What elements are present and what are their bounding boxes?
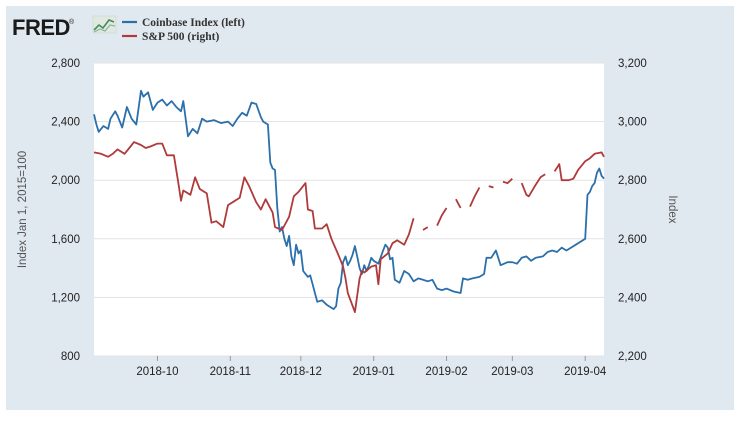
x-axis-ticks: 2018-10 2018-11 2018-12 2019-01 2019-02 2019-… [136, 356, 607, 378]
left-tick-label: 800 [61, 351, 80, 363]
fred-logo: FRED ® [12, 15, 117, 40]
legend-label: Coinbase Index (left) [142, 17, 245, 29]
series-line-sp500 [520, 173, 546, 198]
series-layer [93, 89, 605, 314]
series-line-sp500 [455, 198, 462, 209]
series-line-sp500 [553, 151, 605, 182]
plot-area [94, 63, 604, 356]
series-line-sp500 [422, 226, 429, 231]
right-tick-label: 2,200 [618, 351, 647, 363]
left-tick-label: 1,200 [51, 292, 80, 304]
legend: Coinbase Index (left) S&P 500 (right) [122, 17, 245, 43]
series-line-sp500 [469, 187, 481, 207]
left-tick-label: 1,600 [51, 234, 80, 246]
legend-label: S&P 500 (right) [142, 31, 219, 43]
x-tick-label: 2019-01 [353, 366, 395, 378]
left-axis-title: Index Jan 1, 2015=100 [17, 151, 29, 268]
left-tick-label: 2,000 [51, 175, 80, 187]
registered-mark: ® [69, 18, 75, 26]
fred-logo-text: FRED [12, 15, 70, 40]
chart-frame: FRED ® Coinbase Index (left) S&P 500 (rig… [6, 6, 734, 410]
x-tick-label: 2019-04 [564, 366, 607, 378]
x-tick-label: 2019-02 [425, 366, 467, 378]
x-tick-label: 2018-11 [210, 366, 251, 378]
chart: FRED ® Coinbase Index (left) S&P 500 (rig… [12, 15, 678, 378]
series-line-sp500 [488, 185, 494, 189]
right-tick-label: 2,800 [618, 175, 647, 187]
right-tick-label: 2,400 [618, 292, 647, 304]
series-line-sp500 [502, 178, 513, 185]
right-axis-title: Index [666, 195, 678, 223]
series-line-sp500 [436, 207, 448, 226]
right-tick-label: 3,000 [618, 117, 647, 129]
x-tick-label: 2019-03 [491, 366, 533, 378]
left-axis-ticks: 800 1,200 1,600 2,000 2,400 2,800 [51, 58, 80, 363]
x-tick-label: 2018-10 [136, 366, 178, 378]
x-tick-label: 2018-12 [280, 366, 322, 378]
left-tick-label: 2,800 [51, 58, 80, 70]
fred-graph-icon [92, 15, 117, 34]
right-tick-label: 2,600 [618, 234, 647, 246]
right-axis-ticks: 2,200 2,400 2,600 2,800 3,000 3,200 [618, 58, 647, 363]
left-tick-label: 2,400 [51, 117, 80, 129]
series-line-sp500 [93, 141, 415, 314]
right-tick-label: 3,200 [618, 58, 647, 70]
series-line-coinbase [93, 89, 605, 311]
